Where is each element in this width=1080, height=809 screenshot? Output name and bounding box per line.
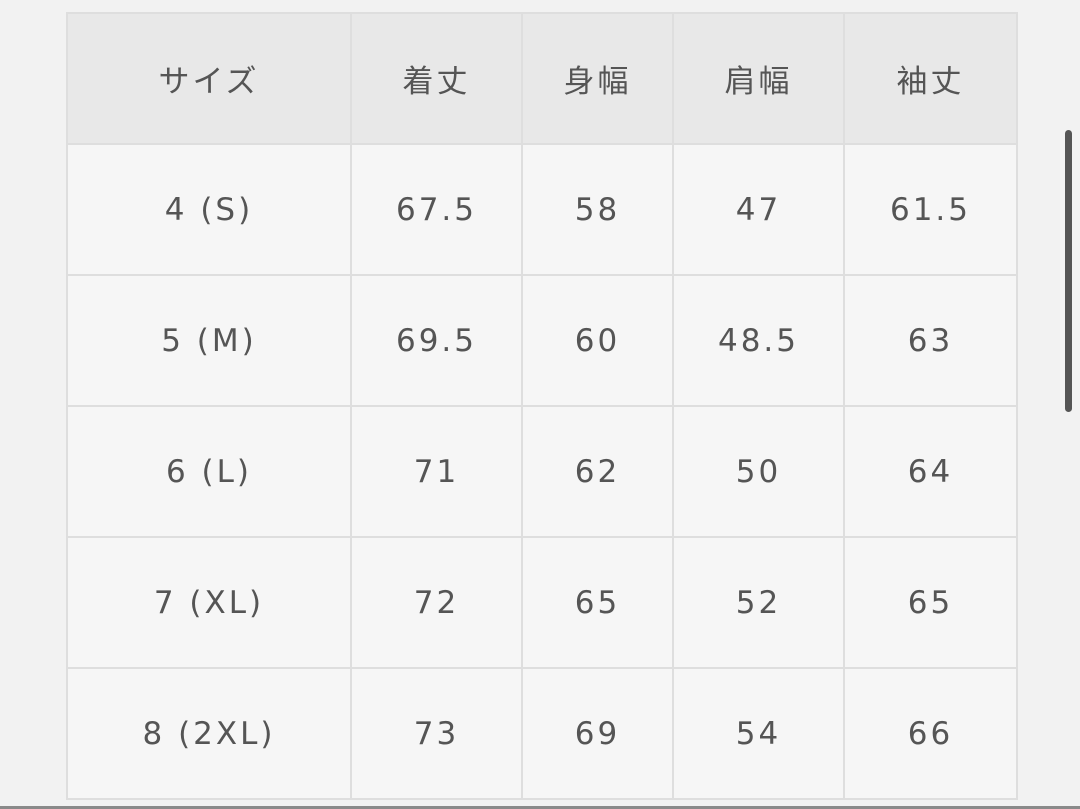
table-cell: 4 (S) xyxy=(66,143,352,276)
table-cell: 54 xyxy=(672,667,845,800)
table-cell: 71 xyxy=(350,405,523,538)
table-cell: 72 xyxy=(350,536,523,669)
table-cell: 50 xyxy=(672,405,845,538)
table-row: 7 (XL) 72 65 52 65 xyxy=(66,536,1018,669)
table-cell: 67.5 xyxy=(350,143,523,276)
table-row: 4 (S) 67.5 58 47 61.5 xyxy=(66,143,1018,276)
table-cell: 69.5 xyxy=(350,274,523,407)
table-cell: 66 xyxy=(843,667,1018,800)
table-cell: 60 xyxy=(521,274,674,407)
table-cell: 65 xyxy=(521,536,674,669)
header-length: 着丈 xyxy=(350,12,523,145)
table-cell: 63 xyxy=(843,274,1018,407)
scrollbar[interactable] xyxy=(1065,130,1072,412)
table-cell: 5 (M) xyxy=(66,274,352,407)
header-size: サイズ xyxy=(66,12,352,145)
table-cell: 61.5 xyxy=(843,143,1018,276)
table-cell: 8 (2XL) xyxy=(66,667,352,800)
divider xyxy=(0,806,1080,809)
header-shoulder-width: 肩幅 xyxy=(672,12,845,145)
table-cell: 47 xyxy=(672,143,845,276)
table-row: 8 (2XL) 73 69 54 66 xyxy=(66,667,1018,800)
table-cell: 73 xyxy=(350,667,523,800)
table-cell: 65 xyxy=(843,536,1018,669)
header-body-width: 身幅 xyxy=(521,12,674,145)
header-sleeve-length: 袖丈 xyxy=(843,12,1018,145)
table-cell: 7 (XL) xyxy=(66,536,352,669)
table-cell: 6 (L) xyxy=(66,405,352,538)
table-cell: 52 xyxy=(672,536,845,669)
table-cell: 69 xyxy=(521,667,674,800)
table-row: 5 (M) 69.5 60 48.5 63 xyxy=(66,274,1018,407)
table-cell: 64 xyxy=(843,405,1018,538)
table-cell: 58 xyxy=(521,143,674,276)
table-cell: 62 xyxy=(521,405,674,538)
table-header-row: サイズ 着丈 身幅 肩幅 袖丈 xyxy=(66,12,1018,145)
size-chart-table: サイズ 着丈 身幅 肩幅 袖丈 4 (S) 67.5 58 47 61.5 5 (M) 69… xyxy=(66,12,1018,800)
table-cell: 48.5 xyxy=(672,274,845,407)
table-row: 6 (L) 71 62 50 64 xyxy=(66,405,1018,538)
